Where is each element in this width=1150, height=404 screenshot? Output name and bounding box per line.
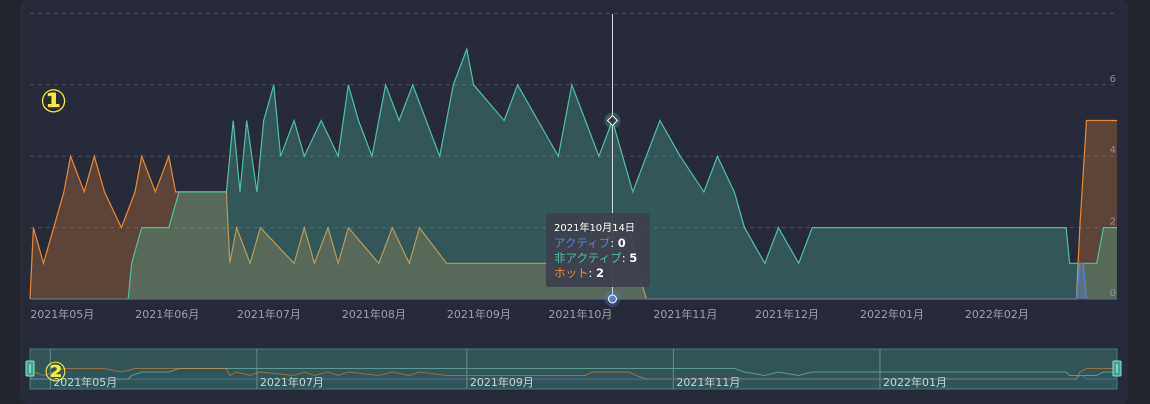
tooltip-row-active: アクティブ: 0	[554, 236, 626, 250]
x-axis: 2021年05月 2021年06月 2021年07月 2021年08月 2021年09月…	[30, 298, 1117, 321]
x-tick-label: 2021年07月	[237, 307, 301, 321]
tooltip: 2021年10月14日 アクティブ: 0 非アクティブ: 5 ホット: 2	[546, 213, 650, 287]
x-tick-label: 2021年10月	[548, 307, 612, 321]
tooltip-inactive-value: 5	[629, 251, 638, 265]
navigator-tick-label: 2022年01月	[883, 375, 947, 389]
x-tick-label: 2021年08月	[342, 307, 406, 321]
y-tick-label: 2	[1110, 217, 1116, 228]
tooltip-date: 2021年10月14日	[554, 223, 635, 234]
tooltip-row-inactive: 非アクティブ: 5	[554, 251, 638, 265]
navigator-tick-label: 2021年07月	[260, 375, 324, 389]
y-tick-label: 4	[1110, 145, 1116, 156]
x-tick-label: 2021年11月	[653, 307, 717, 321]
navigator-series-line	[29, 368, 1117, 380]
navigator-tick-label: 2021年09月	[470, 375, 534, 389]
x-tick-label: 2021年06月	[135, 307, 199, 321]
tooltip-hot-value: 2	[596, 266, 605, 280]
chart-svg: 2021年05月 2021年06月 2021年07月 2021年08月 2021年09月…	[25, 12, 1122, 390]
marker-inactive	[606, 114, 619, 127]
tooltip-hot-name: ホット	[554, 266, 589, 280]
x-tick-label: 2022年01月	[860, 307, 924, 321]
tooltip-active-name: アクティブ	[554, 236, 611, 250]
series-area-inactive	[30, 49, 1117, 299]
navigator-tick-label: 2021年11月	[676, 375, 740, 389]
x-tick-label: 2021年05月	[30, 307, 94, 321]
marker-active	[607, 294, 617, 304]
series-line-inactive	[30, 46, 1117, 300]
x-tick-label: 2022年02月	[965, 307, 1029, 321]
x-tick-label: 2021年12月	[755, 307, 819, 321]
annotation-marker-1: ①	[40, 82, 67, 120]
navigator[interactable]: 2021年05月 2021年07月 2021年09月 2021年11月 2022年01月	[25, 348, 1122, 390]
navigator-tick-label: 2021年05月	[53, 375, 117, 389]
chart-panel: 2021年05月 2021年06月 2021年07月 2021年08月 2021年09月…	[20, 0, 1128, 404]
series-area-hot	[30, 120, 1117, 299]
tooltip-row-hot: ホット: 2	[554, 266, 605, 280]
navigator-series-line	[30, 375, 1117, 380]
y-axis: 0 2 4 6	[1110, 74, 1116, 299]
tooltip-inactive-name: 非アクティブ	[554, 251, 622, 265]
annotations: ①②	[40, 82, 67, 388]
tooltip-active-value: 0	[617, 236, 626, 250]
annotation-marker-2: ②	[44, 357, 67, 388]
x-tick-label: 2021年09月	[447, 307, 511, 321]
y-tick-label: 0	[1110, 288, 1116, 299]
y-tick-label: 6	[1110, 74, 1116, 85]
